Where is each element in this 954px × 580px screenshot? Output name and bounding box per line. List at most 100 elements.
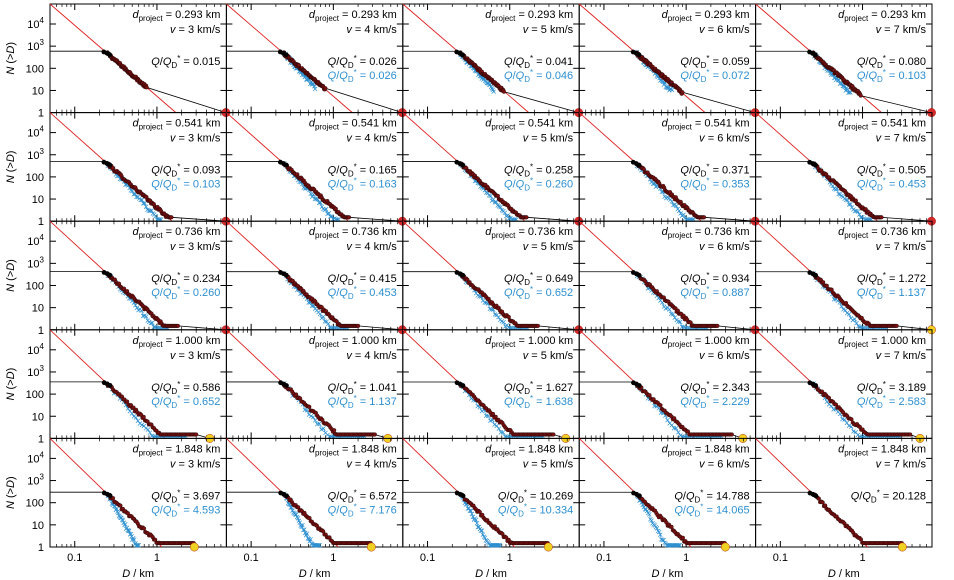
- label-q-ratio-model: Q/QD* = 0.103: [151, 177, 220, 193]
- panel-r3-c4: dproject = 1.000 kmv = 7 km/s Q/QD* = 3.1…: [755, 329, 933, 443]
- sph-large-fragment-dot: [283, 52, 289, 58]
- panel-r1-c4: dproject = 0.541 kmv = 7 km/s Q/QD* = 0.5…: [755, 112, 936, 226]
- panel-r3-c0: dproject = 1.000 kmv = 3 km/s Q/QD* = 0.5…: [5, 329, 227, 445]
- sph-large-fragment-dot: [813, 162, 818, 168]
- label-velocity: v = 4 km/s: [346, 241, 397, 253]
- y-tick-label: 1: [38, 108, 44, 120]
- sph-fragment-dot: [908, 432, 913, 437]
- label-velocity: v = 4 km/s: [346, 133, 397, 145]
- x-axis-label: D / km: [828, 568, 860, 580]
- label-q-ratio-sph: Q/QD* = 2.343: [680, 380, 749, 396]
- sph-fragment-dot: [820, 500, 825, 505]
- sph-large-fragment-dot: [107, 383, 113, 388]
- label-d-project: dproject = 0.293 km: [485, 9, 573, 23]
- sph-large-fragment-dot: [636, 162, 642, 168]
- panel-r4-c0: dproject = 1.848 kmv = 3 km/s Q/QD* = 3.6…: [5, 437, 227, 580]
- sph-large-fragment-dot: [107, 272, 113, 278]
- panel-r3-c2: dproject = 1.000 kmv = 5 km/s Q/QD* = 1.6…: [402, 329, 580, 443]
- sph-large-fragment-dot: [107, 162, 113, 168]
- y-tick-label: 10: [32, 303, 44, 315]
- y-axis-label: N (>D): [5, 368, 17, 401]
- label-d-project: dproject = 0.541 km: [132, 118, 220, 132]
- y-tick-label: 100: [26, 389, 44, 401]
- largest-remnant-marker: [543, 542, 553, 552]
- label-q-ratio-model: Q/QD* = 0.652: [151, 394, 220, 410]
- label-q-ratio-sph: Q/QD* = 0.026: [328, 54, 397, 70]
- y-tick-label: 103: [27, 364, 44, 379]
- label-q-ratio-model: Q/QD* = 14.065: [674, 502, 749, 518]
- label-d-project: dproject = 0.736 km: [662, 226, 750, 240]
- label-d-project: dproject = 1.848 km: [838, 443, 926, 457]
- sph-large-fragment-dot: [460, 52, 465, 58]
- label-d-project: dproject = 1.848 km: [662, 443, 750, 457]
- x-tick-label: 0.1: [773, 552, 788, 564]
- x-tick-label: 0.1: [67, 552, 82, 564]
- sph-large-fragment-dot: [460, 493, 466, 499]
- label-q-ratio-sph: Q/QD* = 14.788: [674, 488, 749, 504]
- label-velocity: v = 4 km/s: [346, 350, 397, 362]
- sph-fragment-dot: [858, 93, 863, 98]
- label-velocity: v = 7 km/s: [876, 350, 927, 362]
- x-tick-label: 0.1: [243, 552, 258, 564]
- label-q-ratio-model: Q/QD* = 0.046: [504, 68, 573, 84]
- label-d-project: dproject = 1.000 km: [309, 335, 397, 349]
- sph-fragment-dot: [323, 86, 328, 91]
- label-q-ratio-model: Q/QD* = 7.176: [328, 502, 397, 518]
- y-tick-label: 103: [27, 473, 44, 488]
- panel-r4-c1: dproject = 1.848 kmv = 4 km/s Q/QD* = 6.5…: [225, 437, 404, 580]
- panel-r4-c4: dproject = 1.848 kmv = 7 km/s Q/QD* = 20.…: [755, 437, 933, 580]
- panel-r1-c2: dproject = 0.541 kmv = 5 km/s Q/QD* = 0.2…: [402, 112, 584, 226]
- label-q-ratio-sph: Q/QD* = 0.415: [328, 271, 397, 287]
- sph-fragment-dot: [894, 323, 899, 328]
- label-q-ratio-model: Q/QD* = 0.453: [857, 177, 926, 193]
- panel-r0-c2: dproject = 0.293 kmv = 5 km/s Q/QD* = 0.0…: [402, 3, 584, 118]
- label-d-project: dproject = 0.736 km: [838, 226, 926, 240]
- panel-r2-c0: dproject = 0.736 kmv = 3 km/s Q/QD* = 0.2…: [5, 220, 231, 337]
- label-velocity: v = 3 km/s: [170, 241, 221, 253]
- model-cumulative-line: [460, 384, 544, 437]
- y-axis-label: N (>D): [5, 151, 17, 184]
- label-q-ratio-sph: Q/QD* = 10.269: [498, 488, 573, 504]
- sph-fragment-dot: [141, 526, 147, 531]
- label-q-ratio-model: Q/QD* = 0.260: [504, 177, 573, 193]
- panel-r3-c1: dproject = 1.000 kmv = 4 km/s Q/QD* = 1.0…: [225, 329, 404, 443]
- sph-large-fragment-dot: [813, 383, 819, 388]
- sph-large-fragment-dot: [107, 493, 113, 499]
- panel-r2-c2: dproject = 0.736 kmv = 5 km/s Q/QD* = 0.6…: [402, 220, 584, 335]
- sph-fragment-dot: [729, 432, 734, 437]
- sph-fragment-dot: [524, 215, 529, 220]
- label-q-ratio-model: Q/QD* = 0.163: [328, 177, 397, 193]
- sph-large-fragment-dot: [107, 52, 113, 58]
- x-tick-label: 1: [330, 552, 336, 564]
- y-axis-label: N (>D): [5, 42, 17, 75]
- label-q-ratio-model: Q/QD* = 2.583: [857, 394, 926, 410]
- sph-large-fragment-dot: [284, 493, 289, 499]
- label-q-ratio-model: Q/QD* = 1.638: [504, 394, 573, 410]
- largest-remnant-marker: [366, 542, 376, 552]
- label-velocity: v = 4 km/s: [346, 458, 397, 470]
- label-d-project: dproject = 1.848 km: [309, 443, 397, 457]
- y-tick-label: 1: [38, 433, 44, 445]
- sph-large-fragment-dot: [283, 272, 289, 278]
- y-tick-label: 104: [27, 233, 44, 248]
- label-velocity: v = 5 km/s: [523, 241, 574, 253]
- label-velocity: v = 5 km/s: [523, 133, 574, 145]
- x-tick-label: 1: [507, 552, 513, 564]
- sph-fragment-dot: [144, 85, 149, 90]
- sph-fragment-dot: [307, 404, 312, 409]
- y-tick-label: 1: [38, 216, 44, 228]
- model-cumulative-line: [636, 165, 694, 220]
- label-velocity: v = 4 km/s: [346, 24, 397, 36]
- sph-fragment-dot: [551, 432, 556, 437]
- label-velocity: v = 5 km/s: [523, 350, 574, 362]
- label-q-ratio-model: Q/QD* = 0.072: [680, 68, 749, 84]
- label-q-ratio-model: Q/QD* = 10.334: [498, 502, 573, 518]
- label-velocity: v = 7 km/s: [876, 458, 927, 470]
- x-axis-label: D / km: [299, 568, 331, 580]
- y-axis-label: N (>D): [5, 259, 17, 292]
- label-d-project: dproject = 0.541 km: [662, 118, 750, 132]
- sph-large-fragment-dot: [636, 272, 642, 278]
- label-d-project: dproject = 1.000 km: [662, 335, 750, 349]
- label-velocity: v = 3 km/s: [170, 458, 221, 470]
- label-velocity: v = 7 km/s: [876, 133, 927, 145]
